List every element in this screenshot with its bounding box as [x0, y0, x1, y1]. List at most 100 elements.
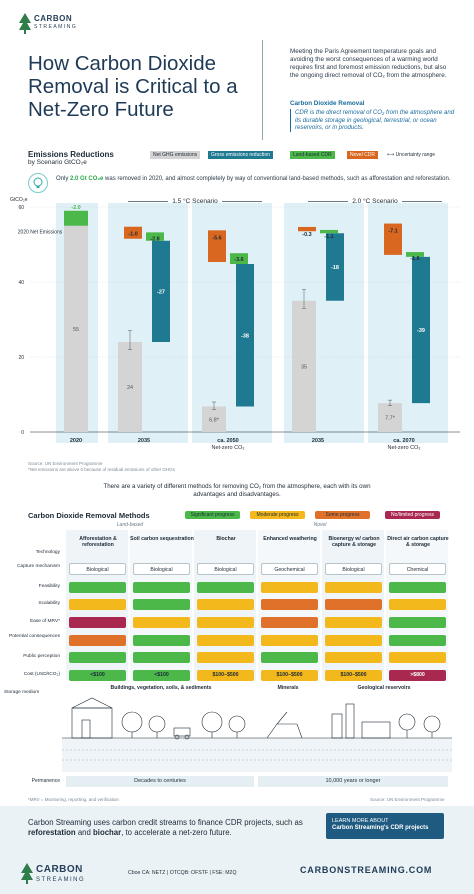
exchange-listing: Cboe CA: NETZ | OTCQB: OFSTF | FSE: M2Q — [128, 870, 237, 876]
rating-pill — [69, 635, 126, 646]
land-bar-0 — [64, 210, 88, 226]
net-label-2: 6.8* — [209, 417, 220, 423]
chart-section-subtitle: by Scenario GtCO₂e — [28, 159, 87, 166]
divider — [262, 40, 263, 140]
rating-pill — [69, 652, 126, 663]
rating-pill — [133, 635, 190, 646]
mrv-note: *MRV = Monitoring, reporting, and verifi… — [28, 797, 119, 802]
row-label-permanence: Permanence — [31, 778, 60, 784]
storage-illustration — [62, 697, 452, 772]
method-name: Soil carbon sequestration — [130, 536, 194, 542]
rating-pill — [69, 599, 126, 610]
capture-mechanism: Chemical — [389, 563, 446, 575]
chart-source: Source: UN Environment Programme *Net em… — [28, 461, 175, 472]
category-label-2: ca. 2050 — [217, 438, 238, 444]
method-name: Afforestation & reforestation — [79, 536, 117, 548]
permanence-long: 10,000 years or longer — [258, 776, 448, 787]
row-label: Technology — [35, 550, 60, 555]
rating-pill — [325, 582, 382, 593]
net-bar-2 — [202, 406, 226, 432]
net-bar-0 — [64, 225, 88, 432]
methods-source: Source: UN Environment Programme — [370, 797, 445, 802]
row-label: Scalability — [38, 601, 60, 606]
y-tick-60: 60 — [18, 205, 24, 211]
learn-more-button[interactable]: LEARN MORE ABOUT Carbon Streaming's CDR … — [326, 813, 444, 839]
lightbulb-icon — [28, 173, 48, 193]
rating-pill — [133, 582, 190, 593]
tag-land-based: Land-based — [116, 522, 144, 528]
land-label-3: -1.1 — [324, 234, 333, 240]
rating-pill — [261, 599, 318, 610]
y-tick-20: 20 — [18, 355, 24, 361]
gross-bar-3 — [326, 233, 344, 301]
novel-label-2: -5.6 — [212, 235, 221, 241]
baseline-label: 2020 Net Emissions — [18, 229, 63, 235]
row-label: Capture mechanism — [17, 564, 60, 569]
intro-text: Meeting the Paris Agreement temperature … — [290, 48, 447, 79]
rating-pill — [261, 652, 318, 663]
net-label-3: 35 — [301, 364, 307, 370]
method-name: Direct air carbon capture & storage — [387, 536, 449, 548]
category-sublabel-2: Net-zero CO₂ — [211, 445, 244, 451]
scenario-bg-2 — [192, 203, 272, 443]
gross-bar-4 — [412, 256, 430, 404]
net-label-1: 24 — [127, 385, 133, 391]
rating-pill — [261, 582, 318, 593]
legend-land: Land-based CDR — [290, 151, 335, 159]
y-tick-40: 40 — [18, 280, 24, 286]
row-label: Ease of MRV* — [29, 619, 60, 624]
net-bar-3 — [292, 300, 316, 432]
row-label: Potential consequences — [9, 634, 60, 639]
novel-label-3: -0.3 — [302, 232, 311, 238]
cdr-definition-title: Carbon Dioxide Removal — [290, 100, 365, 107]
footer-text: Carbon Streaming uses carbon credit stre… — [28, 818, 303, 837]
land-label-0: -2.0 — [71, 205, 80, 211]
rating-pill — [389, 617, 446, 628]
land-bar-3 — [320, 229, 338, 234]
tree-logo-icon — [19, 13, 31, 34]
cost-badge: >$800 — [389, 670, 446, 681]
rating-pill — [389, 599, 446, 610]
rating-pill — [389, 582, 446, 593]
novel-bar-3 — [298, 226, 316, 232]
legend-none: No/limited progress — [385, 511, 440, 519]
logo-line2: STREAMING — [34, 24, 78, 30]
rating-pill — [197, 652, 254, 663]
category-label-1: 2035 — [138, 438, 150, 444]
land-bar-2 — [230, 253, 248, 264]
net-bar-4 — [378, 403, 402, 432]
tree-logo-icon — [21, 863, 33, 884]
category-label-0: 2020 — [70, 438, 82, 444]
rating-pill — [133, 652, 190, 663]
net-bar-1 — [118, 342, 142, 432]
legend-significant: Significant progress — [185, 511, 240, 519]
rating-pill — [325, 617, 382, 628]
rating-pill — [197, 599, 254, 610]
rating-pill — [389, 652, 446, 663]
novel-bar-4 — [384, 223, 402, 255]
rating-pill — [389, 635, 446, 646]
rating-pill — [197, 635, 254, 646]
legend-novel: Novel CDR — [347, 151, 379, 159]
legend-moderate: Moderate progress — [250, 511, 305, 519]
y-axis-label: GtCO₂e — [10, 197, 28, 203]
capture-mechanism: Biological — [133, 563, 190, 575]
storage-bio: Buildings, vegetation, soils, & sediment… — [110, 685, 212, 691]
gross-bar-2 — [236, 264, 254, 407]
gross-label-1: -27 — [157, 289, 165, 295]
novel-label-4: -7.1 — [388, 229, 397, 235]
capture-mechanism: Biological — [69, 563, 126, 575]
tag-novel: Novel — [313, 522, 327, 528]
chart-note: Only 2.0 Gt CO₂e was removed in 2020, an… — [56, 176, 451, 182]
land-label-2: -3.6 — [234, 257, 243, 263]
legend-net: Net GHG emissions — [150, 151, 201, 159]
rating-pill — [261, 635, 318, 646]
website-link[interactable]: CARBONSTREAMING.COM — [300, 865, 433, 875]
land-label-4: -1.6 — [410, 256, 419, 262]
rating-pill — [69, 582, 126, 593]
cost-badge: $100–$500 — [325, 670, 382, 681]
rating-pill — [325, 635, 382, 646]
scenario-bg-4 — [368, 203, 448, 443]
gross-label-3: -18 — [331, 265, 339, 271]
gross-label-2: -38 — [241, 333, 249, 339]
